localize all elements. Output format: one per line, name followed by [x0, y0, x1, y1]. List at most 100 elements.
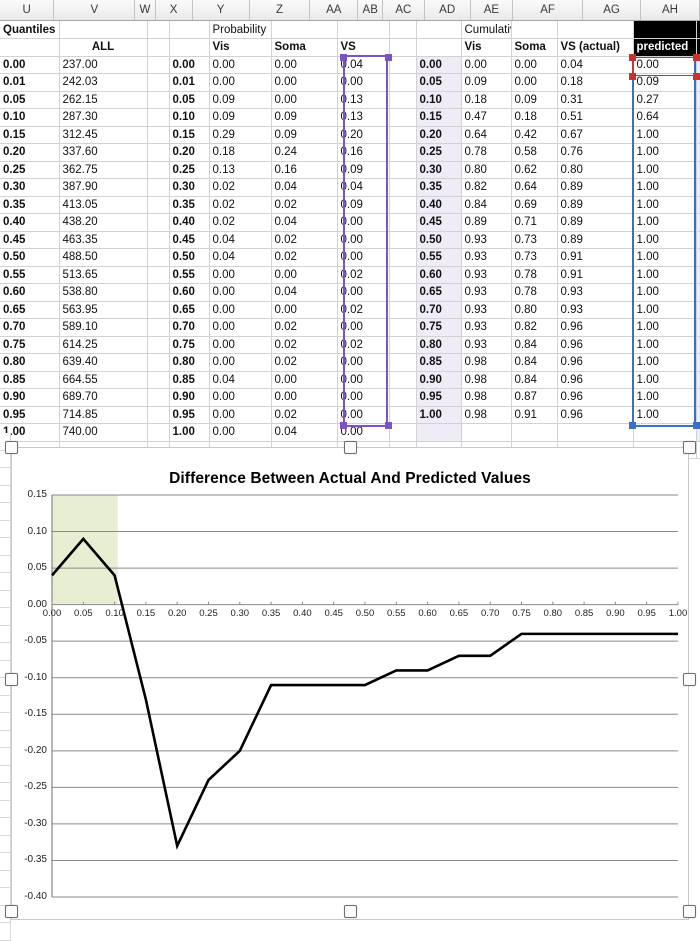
cell-cum-vs-actual[interactable]: 0.93	[557, 283, 634, 302]
cell-prob-vs[interactable]: 0.00	[337, 213, 390, 232]
cell-prob-vs[interactable]: 0.00	[337, 318, 390, 337]
cell[interactable]	[389, 38, 417, 57]
active-cell-handle-tl[interactable]	[629, 54, 636, 61]
cell-cum-vs-actual[interactable]: 0.89	[557, 213, 634, 232]
cell-spacer-ab[interactable]	[389, 248, 417, 267]
cell-prob-quantile[interactable]: 0.30	[169, 178, 210, 197]
cell[interactable]	[416, 21, 462, 39]
cell[interactable]	[169, 21, 210, 39]
column-header-x[interactable]: X	[156, 0, 193, 20]
cell-spacer-w[interactable]	[147, 108, 170, 127]
cell-cum-quantile[interactable]: 0.75	[416, 318, 462, 337]
cell-prob-vis[interactable]: 0.04	[209, 231, 272, 249]
cell-cum-quantile[interactable]: 0.50	[416, 231, 462, 249]
cell-predicted[interactable]: 1.00	[633, 231, 697, 249]
selection-handle-ah-bottom-right[interactable]	[693, 422, 700, 429]
cell-cum-quantile[interactable]: 0.40	[416, 196, 462, 214]
cell-quantile[interactable]: 0.60	[0, 283, 60, 302]
cell-predicted[interactable]: 1.00	[633, 178, 697, 197]
cell-prob-quantile[interactable]: 0.40	[169, 213, 210, 232]
cell-cum-quantile[interactable]: 1.00	[416, 406, 462, 424]
cell-prob-soma[interactable]: 0.09	[271, 108, 338, 127]
cell-prob-vis[interactable]: 0.00	[209, 266, 272, 284]
cell-prob-soma[interactable]: 0.02	[271, 353, 338, 372]
cell-spacer-w[interactable]	[147, 423, 170, 442]
cell-prob-vs[interactable]: 0.09	[337, 196, 390, 214]
cell-cum-quantile[interactable]: 0.85	[416, 353, 462, 372]
cell-predicted[interactable]: 1.00	[633, 301, 697, 319]
cell-prob-vs[interactable]: 0.20	[337, 126, 390, 144]
cell-difference[interactable]: -0.09	[696, 266, 700, 284]
chart-object[interactable]: Difference Between Actual And Predicted …	[0, 433, 700, 932]
cell-all-value[interactable]: 513.65	[59, 266, 148, 284]
table-row[interactable]: 0.25 362.75 0.25 0.13 0.16 0.09 0.30 0.80 0.62 0.…	[0, 161, 700, 179]
cell-difference[interactable]: -0.20	[696, 161, 700, 179]
cell-cum-vis[interactable]: 0.84	[461, 196, 512, 214]
cell-spacer-w[interactable]	[147, 318, 170, 337]
cell-cum-vs-actual[interactable]: 0.31	[557, 91, 634, 109]
column-header-ah[interactable]: AH	[641, 0, 700, 20]
cell-spacer-ab[interactable]	[389, 231, 417, 249]
table-row[interactable]: 0.00 237.00 0.00 0.00 0.00 0.04 0.00 0.00 0.00 0.…	[0, 56, 700, 74]
cell-prob-soma[interactable]: 0.04	[271, 178, 338, 197]
cell-cum-soma[interactable]: 0.80	[511, 301, 558, 319]
table-row[interactable]: 0.75 614.25 0.75 0.00 0.02 0.02 0.80 0.93 0.84 0.…	[0, 336, 700, 354]
cell-all-value[interactable]: 242.03	[59, 73, 148, 92]
cell-cum-vis[interactable]: 0.09	[461, 73, 512, 92]
cell-difference[interactable]: -0.04	[696, 388, 700, 407]
cell-quantile[interactable]: 0.65	[0, 301, 60, 319]
cell-spacer-w[interactable]	[147, 73, 170, 92]
cell-probability-label[interactable]: Probability	[209, 21, 272, 39]
cell-prob-soma[interactable]: 0.04	[271, 283, 338, 302]
selection-handle-ac-bottom-left[interactable]	[340, 422, 347, 429]
cell-quantile[interactable]: 0.85	[0, 371, 60, 389]
cell-cum-vis[interactable]: 0.93	[461, 336, 512, 354]
selection-handle-ac-top-right[interactable]	[385, 54, 392, 61]
cell-quantile[interactable]: 0.05	[0, 91, 60, 109]
cell-spacer-ab[interactable]	[389, 196, 417, 214]
cell-prob-vis[interactable]: 0.00	[209, 406, 272, 424]
table-row[interactable]: 0.55 513.65 0.55 0.00 0.00 0.02 0.60 0.93 0.78 0.…	[0, 266, 700, 284]
cell-all-value[interactable]: 664.55	[59, 371, 148, 389]
cell-prob-vs[interactable]: 0.00	[337, 388, 390, 407]
cell-all-value[interactable]: 337.60	[59, 143, 148, 162]
selection-handle-ac-bottom-right[interactable]	[385, 422, 392, 429]
cell-prob-vis[interactable]: 0.00	[209, 423, 272, 442]
cell-prob-soma[interactable]: 0.24	[271, 143, 338, 162]
column-header-bar[interactable]: U V W X Y Z AA AB AC AD AE AF AG AH	[0, 0, 700, 21]
cell-difference[interactable]: -0.13	[696, 108, 700, 127]
cell-spacer-ab[interactable]	[389, 336, 417, 354]
cell-all-value[interactable]: 413.05	[59, 196, 148, 214]
cell-all-value[interactable]: 362.75	[59, 161, 148, 179]
cell-prob-vis[interactable]: 0.29	[209, 126, 272, 144]
cell-spacer-w[interactable]	[147, 143, 170, 162]
cell-cum-soma[interactable]: 0.73	[511, 248, 558, 267]
cell[interactable]	[696, 441, 700, 459]
cell-spacer-ab[interactable]	[389, 283, 417, 302]
cell-all-value[interactable]: 563.95	[59, 301, 148, 319]
cell-spacer-w[interactable]	[147, 126, 170, 144]
cell-prob-vis[interactable]: 0.09	[209, 108, 272, 127]
cell-cum-vs-actual[interactable]: 0.91	[557, 266, 634, 284]
cell-prob-vis[interactable]: 0.00	[209, 301, 272, 319]
cell-quantile[interactable]: 0.80	[0, 353, 60, 372]
cell[interactable]	[59, 21, 148, 39]
cell-cum-soma[interactable]: 0.62	[511, 161, 558, 179]
cell-cumulative-probability-label[interactable]: Cumulative Probability	[461, 21, 512, 39]
cell-spacer-w[interactable]	[147, 56, 170, 74]
cell-quantile[interactable]: 0.25	[0, 161, 60, 179]
chart-handle-top-center[interactable]	[344, 441, 357, 454]
cell-cum-quantile[interactable]: 0.90	[416, 371, 462, 389]
cell-vis2-label[interactable]: Vis	[461, 38, 512, 57]
cell-prob-soma[interactable]: 0.00	[271, 73, 338, 92]
cell-all-value[interactable]: 538.80	[59, 283, 148, 302]
column-header-ac[interactable]: AC	[383, 0, 425, 20]
cell-prob-quantile[interactable]: 0.65	[169, 301, 210, 319]
cell-spacer-w[interactable]	[147, 406, 170, 424]
table-row[interactable]: 0.70 589.10 0.70 0.00 0.02 0.00 0.75 0.93 0.82 0.…	[0, 318, 700, 337]
cell-predicted[interactable]: 0.00	[633, 56, 697, 74]
cell-quantile[interactable]: 0.40	[0, 213, 60, 232]
chart-handle-mid-left[interactable]	[5, 673, 18, 686]
cell-prob-soma[interactable]: 0.02	[271, 318, 338, 337]
cell-cum-quantile[interactable]: 0.15	[416, 108, 462, 127]
